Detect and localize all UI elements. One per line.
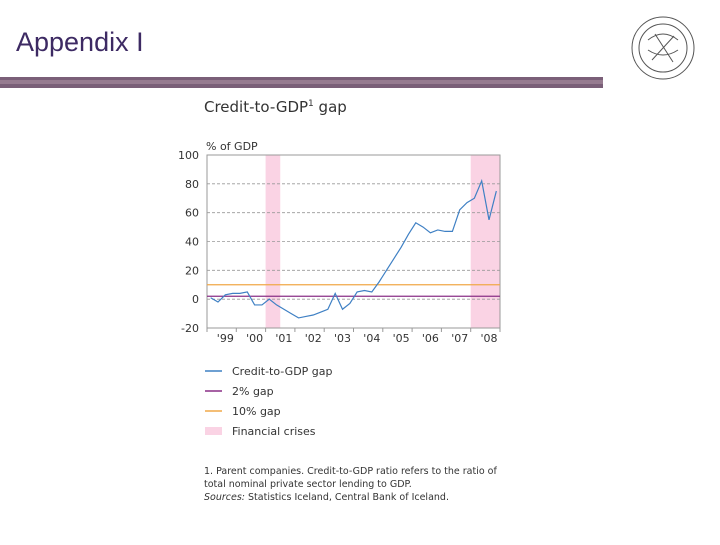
- sources-text: Statistics Iceland, Central Bank of Icel…: [248, 492, 449, 503]
- x-tick-label: '06: [422, 332, 439, 345]
- x-tick-label: '05: [393, 332, 410, 345]
- sources: Sources: Statistics Iceland, Central Ban…: [204, 492, 449, 503]
- y-tick-label: 80: [185, 178, 199, 191]
- legend-label: Financial crises: [232, 425, 316, 438]
- logo: [631, 16, 695, 80]
- y-tick-label: 20: [185, 264, 199, 277]
- slide-title: Appendix I: [16, 27, 144, 57]
- footnote: 1. Parent companies. Credit-to-GDP ratio…: [204, 466, 497, 490]
- sources-label: Sources:: [204, 492, 245, 503]
- header-band-stripe: [0, 80, 603, 84]
- legend-swatch: [205, 427, 222, 435]
- data-line: [210, 178, 497, 319]
- y-axis-label: % of GDP: [206, 140, 258, 153]
- x-tick-label: '07: [451, 332, 468, 345]
- x-tick-label: '00: [246, 332, 263, 345]
- x-tick-label: '08: [480, 332, 497, 345]
- y-tick-label: 100: [178, 149, 199, 162]
- footnote-line: total nominal private sector lending to …: [204, 479, 412, 490]
- chart-title-text: gap: [314, 98, 347, 116]
- chart-title: Credit-to-GDP1 gap: [204, 98, 347, 116]
- legend-label: Credit-to-GDP gap: [232, 365, 333, 378]
- chart-title-text: Credit-to-GDP: [204, 98, 308, 116]
- x-tick-label: '01: [275, 332, 292, 345]
- chart-title-sup: 1: [308, 99, 314, 109]
- x-tick-label: '04: [363, 332, 380, 345]
- y-tick-label: 60: [185, 207, 199, 220]
- footnote-line: 1. Parent companies. Credit-to-GDP ratio…: [204, 466, 497, 477]
- y-tick-label: -20: [181, 322, 199, 335]
- y-tick-label: 0: [192, 293, 199, 306]
- x-tick-label: '99: [217, 332, 234, 345]
- legend-label: 2% gap: [232, 385, 274, 398]
- x-tick-label: '03: [334, 332, 351, 345]
- y-tick-label: 40: [185, 236, 199, 249]
- x-tick-label: '02: [305, 332, 322, 345]
- legend-label: 10% gap: [232, 405, 281, 418]
- crisis-shade: [470, 155, 500, 328]
